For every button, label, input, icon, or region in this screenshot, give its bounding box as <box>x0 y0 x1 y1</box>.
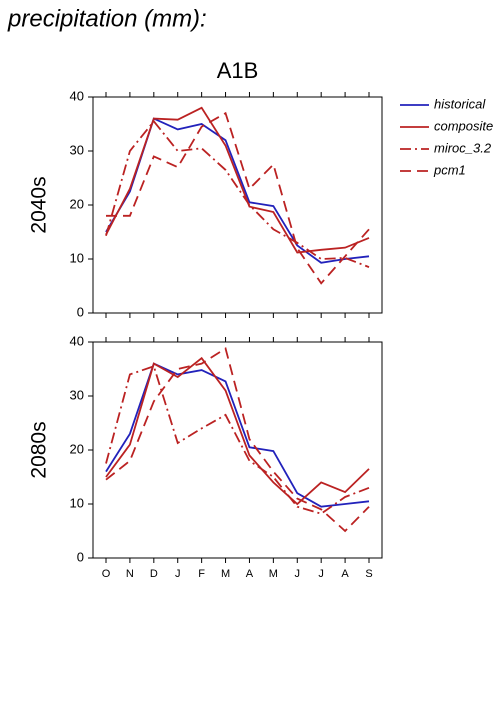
y-axis-label: 2080s <box>28 421 51 478</box>
y-tick-label: 10 <box>70 250 84 265</box>
y-tick-label: 30 <box>70 142 84 157</box>
y-tick-label: 30 <box>70 387 84 402</box>
legend-label: composite <box>434 118 493 133</box>
series-line <box>105 117 370 264</box>
y-tick-label: 40 <box>70 333 84 348</box>
x-tick-label: J <box>295 568 301 580</box>
x-tick-label: N <box>126 568 134 580</box>
x-tick-label: A <box>246 568 254 580</box>
page-title: precipitation (mm): <box>7 5 207 32</box>
y-tick-label: 20 <box>70 441 84 456</box>
series-line <box>105 356 370 506</box>
x-tick-label: S <box>365 568 372 580</box>
y-axis-label: 2040s <box>28 176 51 233</box>
legend-label: historical <box>434 96 486 111</box>
x-tick-label: J <box>175 568 181 580</box>
chart-title: A1B <box>217 58 259 83</box>
series-line <box>105 119 370 268</box>
y-tick-label: 20 <box>70 196 84 211</box>
series-line <box>106 111 370 285</box>
y-tick-label: 0 <box>77 549 84 564</box>
x-tick-label: O <box>102 568 111 580</box>
series-line <box>105 106 370 254</box>
legend-label: miroc_3.2 <box>434 140 492 155</box>
legend-label: pcm1 <box>433 162 466 177</box>
x-tick-label: A <box>341 568 349 580</box>
y-tick-label: 40 <box>70 88 84 103</box>
x-tick-label: M <box>221 568 230 580</box>
x-tick-label: F <box>198 568 205 580</box>
series-line <box>105 365 370 515</box>
x-tick-label: D <box>150 568 158 580</box>
x-tick-label: M <box>269 568 278 580</box>
plot-frame <box>92 341 383 559</box>
y-tick-label: 10 <box>70 495 84 510</box>
y-tick-label: 0 <box>77 304 84 319</box>
plot-frame <box>92 96 383 314</box>
x-tick-label: J <box>318 568 324 580</box>
